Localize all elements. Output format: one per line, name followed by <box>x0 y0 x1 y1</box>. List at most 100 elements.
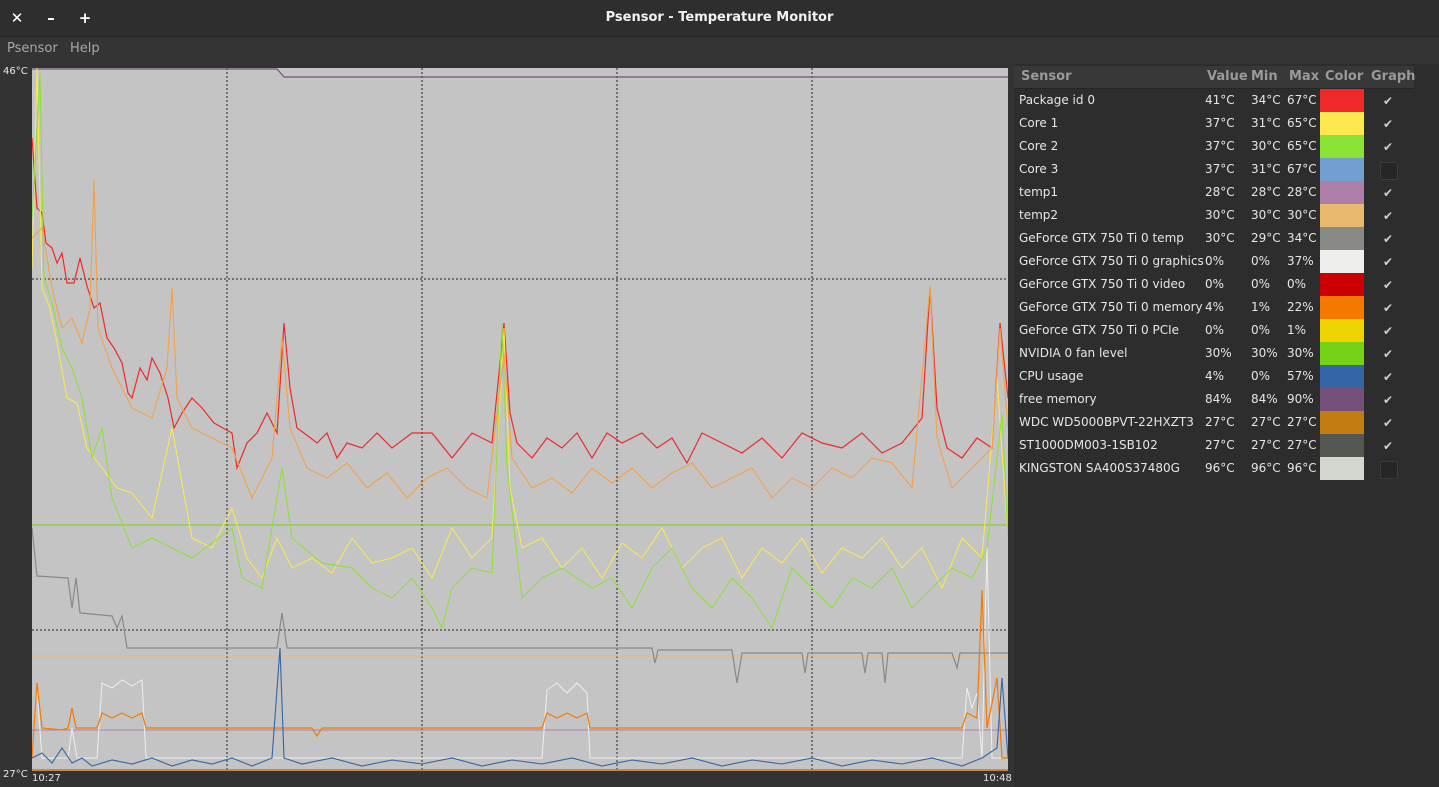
graph-checkbox[interactable]: ✔ <box>1382 255 1394 269</box>
sensor-value: 27°C <box>1205 415 1235 429</box>
graph-checkbox[interactable]: ✔ <box>1382 186 1394 200</box>
sensor-color-swatch[interactable] <box>1320 457 1364 480</box>
sensor-name: WDC WD5000BPVT-22HXZT3 <box>1019 415 1194 429</box>
panel-scroll-area[interactable] <box>1414 64 1439 787</box>
sensor-color-swatch[interactable] <box>1320 112 1364 135</box>
sensor-max: 90% <box>1287 392 1314 406</box>
sensor-min: 84% <box>1251 392 1278 406</box>
graph-checkbox[interactable]: ✔ <box>1382 209 1394 223</box>
sensor-min: 28°C <box>1251 185 1281 199</box>
graph-checkbox[interactable]: ✔ <box>1382 232 1394 246</box>
sensor-color-swatch[interactable] <box>1320 204 1364 227</box>
graph-checkbox[interactable] <box>1380 461 1398 479</box>
graph-checkbox[interactable]: ✔ <box>1382 439 1394 453</box>
header-sensor[interactable]: Sensor <box>1021 69 1072 84</box>
series-gpu-temp <box>32 527 1008 684</box>
sensor-color-swatch[interactable] <box>1320 434 1364 457</box>
close-icon[interactable]: ✕ <box>10 9 24 27</box>
table-row[interactable]: temp2 30°C 30°C 30°C ✔ <box>1014 204 1414 227</box>
graph-checkbox[interactable]: ✔ <box>1382 416 1394 430</box>
graph-checkbox[interactable]: ✔ <box>1382 393 1394 407</box>
maximize-icon[interactable]: + <box>78 9 92 27</box>
sensor-color-swatch[interactable] <box>1320 365 1364 388</box>
graph-checkbox[interactable] <box>1380 162 1398 180</box>
table-row[interactable]: Core 3 37°C 31°C 67°C <box>1014 158 1414 181</box>
graph-checkbox[interactable]: ✔ <box>1382 324 1394 338</box>
sensor-color-swatch[interactable] <box>1320 411 1364 434</box>
sensor-color-swatch[interactable] <box>1320 158 1364 181</box>
series-package <box>32 137 1008 471</box>
sensor-max: 37% <box>1287 254 1314 268</box>
sensor-value: 37°C <box>1205 162 1235 176</box>
graph-checkbox[interactable]: ✔ <box>1382 140 1394 154</box>
sensor-max: 28°C <box>1287 185 1317 199</box>
sensor-color-swatch[interactable] <box>1320 296 1364 319</box>
graph-checkbox[interactable]: ✔ <box>1382 117 1394 131</box>
header-max[interactable]: Max <box>1289 69 1320 84</box>
sensor-min: 30°C <box>1251 208 1281 222</box>
sensor-value: 30% <box>1205 346 1232 360</box>
table-row[interactable]: GeForce GTX 750 Ti 0 graphics 0% 0% 37% ✔ <box>1014 250 1414 273</box>
sensor-color-swatch[interactable] <box>1320 227 1364 250</box>
sensor-name: Package id 0 <box>1019 93 1095 107</box>
table-row[interactable]: free memory 84% 84% 90% ✔ <box>1014 388 1414 411</box>
sensor-color-swatch[interactable] <box>1320 273 1364 296</box>
graph-checkbox[interactable]: ✔ <box>1382 347 1394 361</box>
sensor-max: 22% <box>1287 300 1314 314</box>
sensor-value: 30°C <box>1205 208 1235 222</box>
sensor-name: free memory <box>1019 392 1097 406</box>
sensor-color-swatch[interactable] <box>1320 388 1364 411</box>
minimize-icon[interactable]: – <box>47 9 55 27</box>
sensor-min: 96°C <box>1251 461 1281 475</box>
sensor-max: 27°C <box>1287 438 1317 452</box>
header-min[interactable]: Min <box>1251 69 1278 84</box>
y-min-label: 27°C <box>3 769 28 780</box>
table-row[interactable]: GeForce GTX 750 Ti 0 video 0% 0% 0% ✔ <box>1014 273 1414 296</box>
sensor-color-swatch[interactable] <box>1320 250 1364 273</box>
graph-checkbox[interactable]: ✔ <box>1382 278 1394 292</box>
sensor-min: 30°C <box>1251 139 1281 153</box>
header-color[interactable]: Color <box>1325 69 1364 84</box>
graph-checkbox[interactable]: ✔ <box>1382 94 1394 108</box>
window-title: Psensor - Temperature Monitor <box>605 10 834 25</box>
table-row[interactable]: Core 2 37°C 30°C 65°C ✔ <box>1014 135 1414 158</box>
table-row[interactable]: temp1 28°C 28°C 28°C ✔ <box>1014 181 1414 204</box>
series-gpu-graphics <box>32 547 1008 759</box>
table-row[interactable]: CPU usage 4% 0% 57% ✔ <box>1014 365 1414 388</box>
table-row[interactable]: NVIDIA 0 fan level 30% 30% 30% ✔ <box>1014 342 1414 365</box>
sensor-max: 67°C <box>1287 162 1317 176</box>
header-graph[interactable]: Graph <box>1371 69 1416 84</box>
table-row[interactable]: ST1000DM003-1SB102 27°C 27°C 27°C ✔ <box>1014 434 1414 457</box>
sensor-name: GeForce GTX 750 Ti 0 graphics <box>1019 254 1204 268</box>
table-row[interactable]: WDC WD5000BPVT-22HXZT3 27°C 27°C 27°C ✔ <box>1014 411 1414 434</box>
sensor-color-swatch[interactable] <box>1320 342 1364 365</box>
header-value[interactable]: Value <box>1207 69 1248 84</box>
sensor-value: 0% <box>1205 323 1225 337</box>
series-free-memory <box>32 68 1008 78</box>
table-row[interactable]: KINGSTON SA400S37480G 96°C 96°C 96°C <box>1014 457 1414 480</box>
x-start-label: 10:27 <box>32 773 61 784</box>
sensor-max: 30% <box>1287 346 1314 360</box>
sensor-value: 37°C <box>1205 116 1235 130</box>
menu-help[interactable]: Help <box>70 41 100 56</box>
table-row[interactable]: Core 1 37°C 31°C 65°C ✔ <box>1014 112 1414 135</box>
sensor-color-swatch[interactable] <box>1320 319 1364 342</box>
sensor-max: 57% <box>1287 369 1314 383</box>
sensor-min: 31°C <box>1251 162 1281 176</box>
sensor-color-swatch[interactable] <box>1320 135 1364 158</box>
sensor-max: 67°C <box>1287 93 1317 107</box>
sensor-max: 27°C <box>1287 415 1317 429</box>
menu-psensor[interactable]: Psensor <box>7 41 58 56</box>
table-row[interactable]: GeForce GTX 750 Ti 0 memory 4% 1% 22% ✔ <box>1014 296 1414 319</box>
sensor-max: 1% <box>1287 323 1307 337</box>
table-row[interactable]: Package id 0 41°C 34°C 67°C ✔ <box>1014 89 1414 112</box>
sensor-value: 0% <box>1205 254 1225 268</box>
sensor-name: Core 1 <box>1019 116 1059 130</box>
graph-checkbox[interactable]: ✔ <box>1382 301 1394 315</box>
title-bar: ✕ – + Psensor - Temperature Monitor <box>0 0 1439 37</box>
sensor-color-swatch[interactable] <box>1320 89 1364 112</box>
table-row[interactable]: GeForce GTX 750 Ti 0 temp 30°C 29°C 34°C ✔ <box>1014 227 1414 250</box>
sensor-color-swatch[interactable] <box>1320 181 1364 204</box>
graph-checkbox[interactable]: ✔ <box>1382 370 1394 384</box>
table-row[interactable]: GeForce GTX 750 Ti 0 PCIe 0% 0% 1% ✔ <box>1014 319 1414 342</box>
